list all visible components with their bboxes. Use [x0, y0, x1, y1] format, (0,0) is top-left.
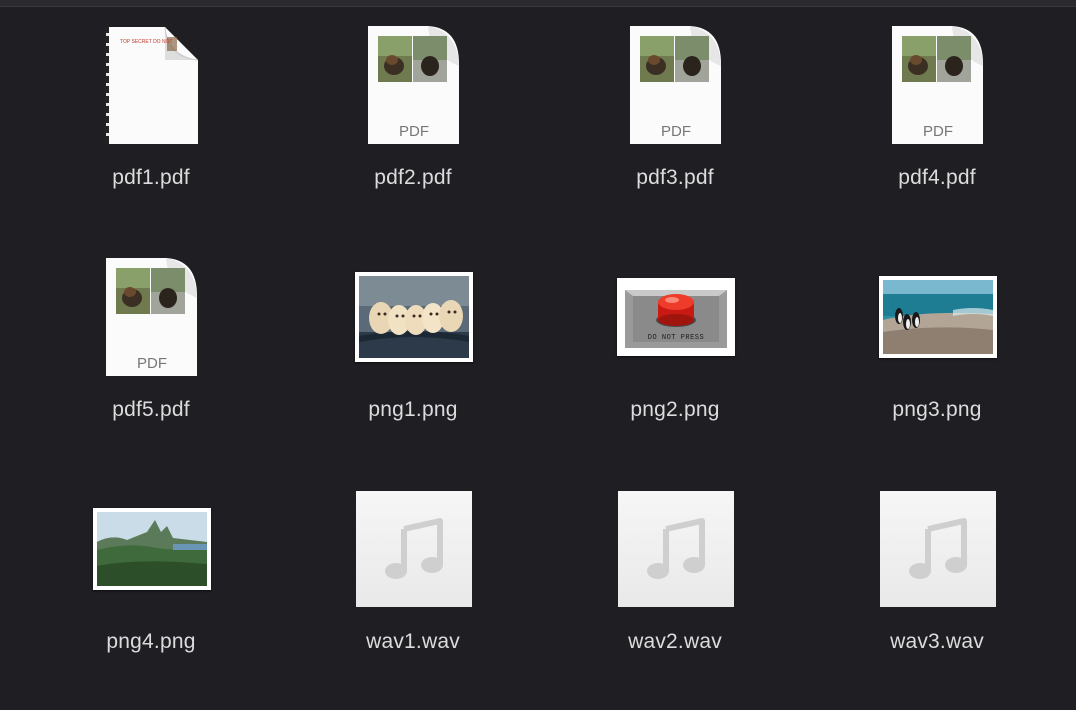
file-name: png1.png — [368, 398, 458, 421]
music-note-icon — [356, 491, 472, 607]
file-item-png1[interactable]: png1.png — [293, 252, 533, 452]
pdf-badge: PDF — [923, 123, 953, 140]
red-button-thumbnail: DO NOT PRESS — [617, 278, 735, 356]
file-name: png2.png — [630, 398, 720, 421]
pdf-document-icon: PDF — [892, 26, 984, 144]
file-name: wav1.wav — [366, 630, 460, 653]
file-item-png3[interactable]: png3.png — [817, 252, 1057, 452]
file-item-pdf3[interactable]: PDF pdf3.pdf — [555, 20, 795, 220]
doc-header-text: TOP SECRET DO NOT — [120, 39, 173, 45]
file-name: wav2.wav — [628, 630, 722, 653]
file-name: pdf3.pdf — [636, 166, 714, 189]
pdf-badge: PDF — [399, 123, 429, 140]
file-item-pdf2[interactable]: PDF pdf2.pdf — [293, 20, 533, 220]
file-item-pdf1[interactable]: TOP SECRET DO NOT pdf1.pdf — [31, 20, 271, 220]
file-name: wav3.wav — [890, 630, 984, 653]
pdf-document-icon: PDF — [368, 26, 460, 144]
file-item-wav3[interactable]: wav3.wav — [817, 484, 1057, 684]
file-item-pdf4[interactable]: PDF pdf4.pdf — [817, 20, 1057, 220]
pdf-document-icon: TOP SECRET DO NOT — [105, 27, 199, 144]
file-item-wav2[interactable]: wav2.wav — [555, 484, 795, 684]
mountains-thumbnail — [93, 508, 211, 590]
button-caption: DO NOT PRESS — [648, 334, 704, 342]
file-name: pdf4.pdf — [898, 166, 976, 189]
pdf-document-icon: PDF — [106, 258, 198, 376]
file-name: png4.png — [106, 630, 196, 653]
pdf-badge: PDF — [661, 123, 691, 140]
file-name: png3.png — [892, 398, 982, 421]
music-note-icon — [618, 491, 734, 607]
pdf-document-icon: PDF — [630, 26, 722, 144]
penguins-thumbnail — [879, 276, 997, 358]
file-name: pdf2.pdf — [374, 166, 452, 189]
window-top-edge — [0, 0, 1076, 7]
file-item-pdf5[interactable]: PDF pdf5.pdf — [31, 252, 271, 452]
pdf-badge: PDF — [137, 355, 167, 372]
music-note-icon — [880, 491, 996, 607]
file-item-wav1[interactable]: wav1.wav — [293, 484, 533, 684]
file-name: pdf1.pdf — [112, 166, 190, 189]
file-item-png4[interactable]: png4.png — [31, 484, 271, 684]
file-name: pdf5.pdf — [112, 398, 190, 421]
puppies-thumbnail — [355, 272, 473, 362]
file-item-png2[interactable]: DO NOT PRESS png2.png — [555, 252, 795, 452]
